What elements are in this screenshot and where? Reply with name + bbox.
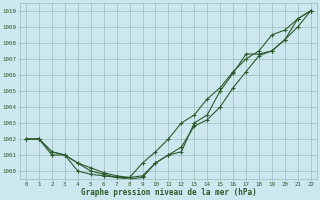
X-axis label: Graphe pression niveau de la mer (hPa): Graphe pression niveau de la mer (hPa) [81,188,256,197]
